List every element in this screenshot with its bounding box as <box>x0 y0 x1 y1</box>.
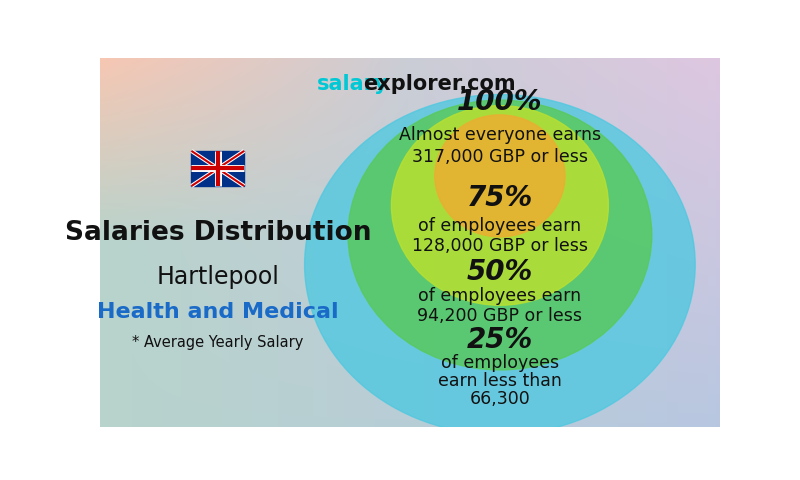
Text: earn less than: earn less than <box>438 372 562 390</box>
Text: explorer.com: explorer.com <box>363 74 516 94</box>
Text: Almost everyone earns: Almost everyone earns <box>399 126 601 144</box>
Text: 94,200 GBP or less: 94,200 GBP or less <box>418 307 582 325</box>
Text: salary: salary <box>317 74 389 94</box>
Text: of employees earn: of employees earn <box>418 217 582 235</box>
Text: 128,000 GBP or less: 128,000 GBP or less <box>412 237 588 255</box>
Text: 100%: 100% <box>457 88 542 116</box>
Ellipse shape <box>435 115 565 237</box>
Ellipse shape <box>305 95 695 434</box>
Text: 25%: 25% <box>466 326 533 354</box>
Text: 317,000 GBP or less: 317,000 GBP or less <box>412 148 588 167</box>
Text: of employees: of employees <box>441 353 559 372</box>
Text: Salaries Distribution: Salaries Distribution <box>65 220 371 246</box>
Text: 75%: 75% <box>466 184 533 212</box>
Text: Hartlepool: Hartlepool <box>156 264 279 288</box>
Text: Health and Medical: Health and Medical <box>97 301 338 322</box>
Text: 66,300: 66,300 <box>470 391 530 408</box>
Ellipse shape <box>348 100 652 370</box>
Bar <box>191 151 244 186</box>
Text: of employees earn: of employees earn <box>418 287 582 305</box>
Text: * Average Yearly Salary: * Average Yearly Salary <box>132 335 303 350</box>
Text: 50%: 50% <box>466 258 533 286</box>
Ellipse shape <box>391 106 609 305</box>
